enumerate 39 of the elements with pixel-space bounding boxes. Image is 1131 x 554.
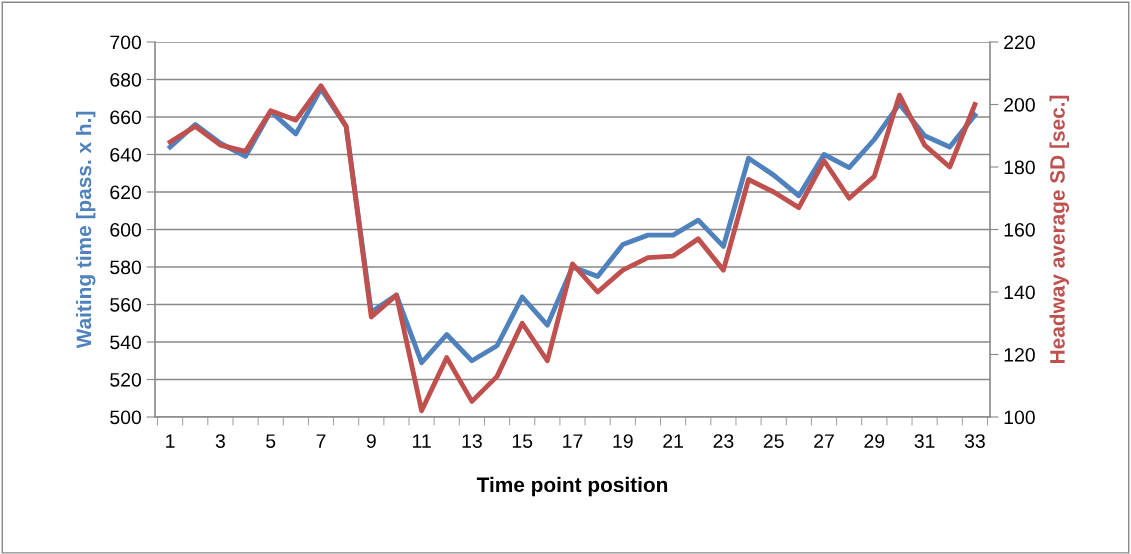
x-tick-label: 23 — [713, 434, 734, 448]
x-tick-label: 7 — [316, 434, 326, 448]
y2-tick-label: 100 — [1004, 410, 1035, 425]
y-tick-label: 520 — [110, 372, 142, 387]
y-tick-label: 700 — [110, 35, 142, 50]
line-series — [167, 83, 978, 414]
x-tick-label: 1 — [166, 434, 175, 448]
x-tick-label: 21 — [663, 434, 683, 448]
x-tick-label: 25 — [763, 434, 784, 448]
y-tick-label: 580 — [110, 260, 142, 275]
y-tick-label: 540 — [110, 335, 142, 350]
y2-tick-label: 200 — [1004, 97, 1035, 112]
y-tick-label: 640 — [110, 147, 142, 162]
y2-tick-label: 160 — [1004, 222, 1035, 237]
y2-tick-label: 140 — [1004, 285, 1035, 300]
y2-tick-label: 120 — [1004, 347, 1035, 362]
x-tick-label: 33 — [964, 434, 985, 448]
y-tick-label: 560 — [110, 297, 142, 312]
x-tick-label: 31 — [914, 434, 935, 448]
y2-axis-title: Headway average SD [sec.] — [1049, 95, 1070, 364]
x-axis-title: Time point position — [476, 476, 668, 497]
x-tick-label: 9 — [366, 434, 376, 448]
y-tick-label: 660 — [110, 110, 142, 125]
x-tick-label: 19 — [613, 434, 633, 448]
y-tick-label: 600 — [110, 222, 142, 237]
y-tick-label: 680 — [110, 72, 142, 87]
y2-tick-label: 180 — [1004, 160, 1035, 175]
x-tick-label: 29 — [864, 434, 885, 448]
x-tick-label: 15 — [512, 434, 533, 448]
x-tick-label: 27 — [814, 434, 834, 448]
x-tick-label: 13 — [462, 434, 482, 448]
x-tick-label: 17 — [563, 434, 583, 448]
x-tick-label: 5 — [266, 434, 276, 448]
y-tick-label: 500 — [110, 410, 142, 425]
x-tick-label: 3 — [215, 434, 225, 448]
y2-tick-label: 220 — [1004, 35, 1035, 50]
y-axis-title: Waiting time [pass. x h.] — [75, 111, 96, 349]
y-tick-label: 620 — [110, 185, 142, 200]
x-tick-label: 11 — [412, 434, 431, 448]
